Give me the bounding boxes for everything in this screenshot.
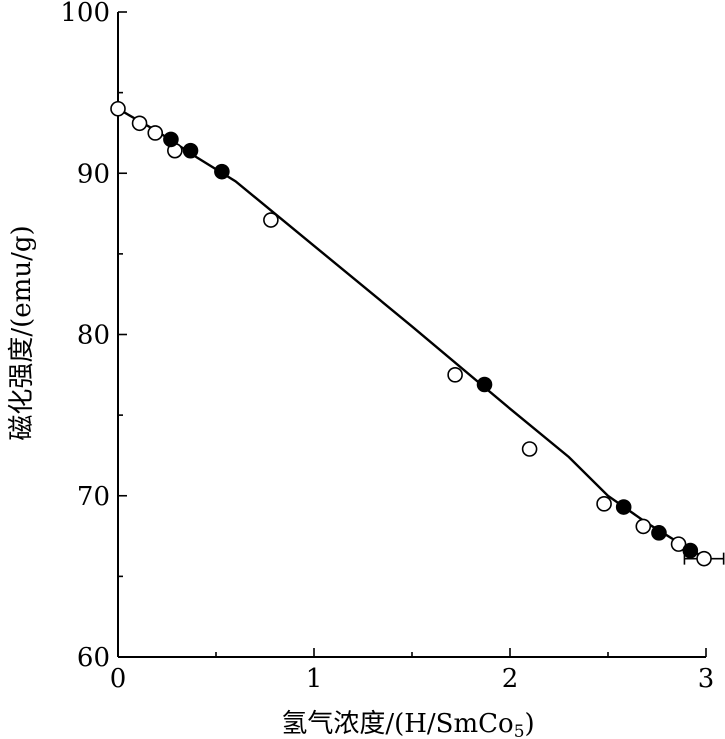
data-point-open — [696, 550, 712, 567]
data-point-open — [131, 115, 148, 132]
data-point-filled — [615, 499, 632, 515]
axis-ticks — [117, 11, 707, 658]
x-tick-label: 1 — [306, 664, 323, 694]
data-point-open — [110, 100, 126, 117]
data-point-open — [521, 441, 538, 457]
y-tick-label: 80 — [77, 321, 110, 351]
data-point-filled — [476, 376, 493, 393]
x-axis-title-close: ) — [525, 709, 535, 739]
y-tick-label: 60 — [77, 643, 110, 673]
plot-area — [110, 12, 725, 658]
data-point-filled — [682, 542, 699, 559]
x-axis-title-subscript: 5 — [514, 722, 525, 739]
data-point-open — [263, 212, 279, 228]
data-point-filled — [651, 525, 667, 541]
data-point-open — [447, 367, 463, 383]
y-tick-label: 90 — [77, 159, 110, 189]
y-tick-label: 100 — [60, 0, 110, 28]
data-point-open — [596, 496, 612, 512]
x-tick-label: 3 — [698, 664, 715, 694]
data-point-open — [635, 518, 652, 535]
fit-curve — [117, 107, 707, 560]
data-point-open — [147, 125, 164, 141]
x-tick-label: 0 — [110, 664, 127, 694]
tick-labels: 0 1 2 3 60 70 80 90 100 — [60, 0, 714, 694]
x-tick-label: 2 — [502, 664, 519, 694]
data-point-filled — [182, 142, 199, 159]
data-point-filled — [163, 131, 179, 148]
data-point-open — [670, 536, 687, 552]
x-axis-title-main: 氢气浓度/(H/SmCo — [281, 709, 513, 739]
y-axis-title: 磁化强度/(emu/g) — [7, 225, 37, 440]
y-tick-label: 70 — [77, 482, 110, 512]
data-point-filled — [214, 163, 230, 180]
x-axis-title: 氢气浓度/(H/SmCo5) — [281, 709, 534, 739]
